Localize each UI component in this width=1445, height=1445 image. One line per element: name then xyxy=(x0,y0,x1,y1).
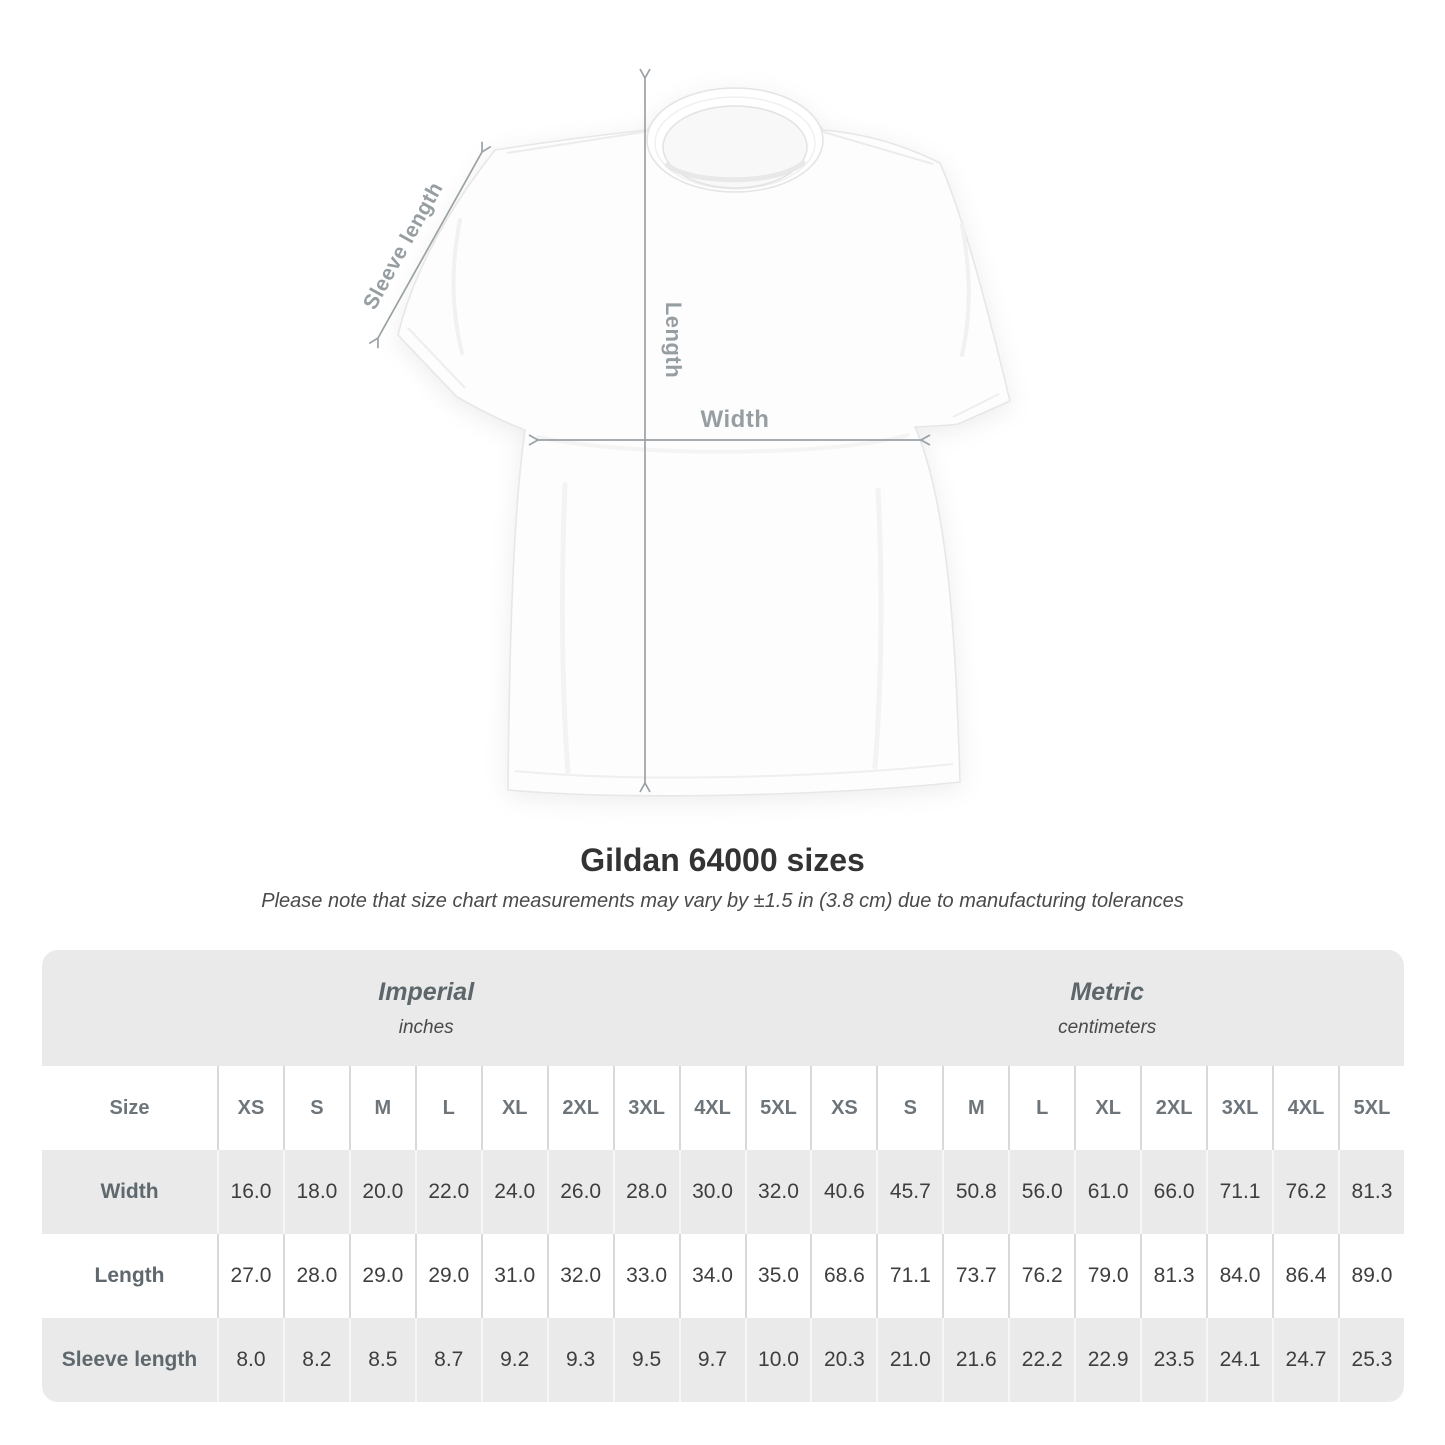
size-header-imperial-s: S xyxy=(282,1066,349,1150)
cell-metric-s-width: 45.7 xyxy=(876,1150,943,1234)
cell-metric-s-sleeve-length: 21.0 xyxy=(876,1318,943,1402)
page-title: Gildan 64000 sizes xyxy=(580,842,865,878)
cell-imperial-5xl-width: 32.0 xyxy=(744,1150,811,1234)
cell-imperial-5xl-length: 35.0 xyxy=(744,1234,811,1318)
size-header-metric-m: M xyxy=(942,1066,1009,1150)
tshirt-collar xyxy=(646,87,824,193)
cell-imperial-xs-sleeve-length: 8.0 xyxy=(217,1318,283,1402)
cell-metric-xl-sleeve-length: 22.9 xyxy=(1074,1318,1141,1402)
cell-metric-m-width: 50.8 xyxy=(942,1150,1009,1234)
cell-metric-xs-width: 40.6 xyxy=(810,1150,877,1234)
size-header-metric-s: S xyxy=(876,1066,943,1150)
tolerance-note: Please note that size chart measurements… xyxy=(261,890,1184,912)
metric-group-unit: centimeters xyxy=(1058,1016,1157,1038)
cell-imperial-3xl-sleeve-length: 9.5 xyxy=(612,1318,679,1402)
cell-metric-3xl-length: 84.0 xyxy=(1206,1234,1272,1318)
cell-imperial-4xl-width: 30.0 xyxy=(678,1150,745,1234)
size-chart-table: Imperial inches Metric centimeters Size … xyxy=(42,950,1404,1402)
cell-metric-xl-width: 61.0 xyxy=(1074,1150,1141,1234)
row-label-width: Width xyxy=(42,1150,217,1234)
cell-imperial-l-length: 29.0 xyxy=(414,1234,481,1318)
cell-imperial-l-width: 22.0 xyxy=(414,1150,481,1234)
cell-metric-m-sleeve-length: 21.6 xyxy=(942,1318,1009,1402)
cell-metric-2xl-length: 81.3 xyxy=(1140,1234,1207,1318)
cell-metric-4xl-length: 86.4 xyxy=(1272,1234,1338,1318)
row-label-sleeve-length: Sleeve length xyxy=(42,1318,217,1402)
tshirt-measurement-diagram: Sleeve length Length Width xyxy=(359,68,1011,797)
cell-imperial-s-length: 28.0 xyxy=(282,1234,349,1318)
size-header-metric-4xl: 4XL xyxy=(1272,1066,1338,1150)
tshirt-image xyxy=(397,87,1011,797)
cell-imperial-m-length: 29.0 xyxy=(348,1234,415,1318)
cell-imperial-2xl-width: 26.0 xyxy=(546,1150,613,1234)
unit-group-header-row: Imperial inches Metric centimeters xyxy=(42,950,1404,1066)
size-header-imperial-xs: XS xyxy=(217,1066,283,1150)
cell-imperial-2xl-sleeve-length: 9.3 xyxy=(546,1318,613,1402)
cell-imperial-l-sleeve-length: 8.7 xyxy=(414,1318,481,1402)
cell-imperial-s-width: 18.0 xyxy=(282,1150,349,1234)
cell-imperial-4xl-sleeve-length: 9.7 xyxy=(678,1318,745,1402)
cell-imperial-xl-length: 31.0 xyxy=(480,1234,547,1318)
size-header-metric-3xl: 3XL xyxy=(1206,1066,1272,1150)
size-header-imperial-3xl: 3XL xyxy=(612,1066,679,1150)
cell-metric-l-sleeve-length: 22.2 xyxy=(1008,1318,1075,1402)
cell-metric-m-length: 73.7 xyxy=(942,1234,1009,1318)
imperial-group-header: Imperial inches xyxy=(42,950,811,1066)
size-header-metric-xs: XS xyxy=(810,1066,877,1150)
cell-imperial-xl-sleeve-length: 9.2 xyxy=(480,1318,547,1402)
cell-imperial-3xl-width: 28.0 xyxy=(612,1150,679,1234)
cell-metric-2xl-width: 66.0 xyxy=(1140,1150,1207,1234)
cell-metric-4xl-width: 76.2 xyxy=(1272,1150,1338,1234)
size-chart-container: Imperial inches Metric centimeters Size … xyxy=(42,950,1404,1402)
cell-imperial-m-sleeve-length: 8.5 xyxy=(348,1318,415,1402)
cell-metric-5xl-sleeve-length: 25.3 xyxy=(1337,1318,1404,1402)
imperial-group-unit: inches xyxy=(398,1016,454,1038)
size-header-metric-5xl: 5XL xyxy=(1337,1066,1404,1150)
metric-group-header: Metric centimeters xyxy=(810,950,1404,1066)
cell-metric-5xl-length: 89.0 xyxy=(1337,1234,1404,1318)
cell-imperial-xs-width: 16.0 xyxy=(217,1150,283,1234)
cell-imperial-xl-width: 24.0 xyxy=(480,1150,547,1234)
size-header-metric-l: L xyxy=(1008,1066,1075,1150)
row-label-length: Length xyxy=(42,1234,217,1318)
cell-metric-l-width: 56.0 xyxy=(1008,1150,1075,1234)
size-column-header: Size xyxy=(42,1066,217,1150)
size-header-imperial-m: M xyxy=(348,1066,415,1150)
cell-metric-s-length: 71.1 xyxy=(876,1234,943,1318)
size-header-imperial-2xl: 2XL xyxy=(546,1066,613,1150)
size-header-imperial-xl: XL xyxy=(480,1066,547,1150)
cell-imperial-xs-length: 27.0 xyxy=(217,1234,283,1318)
cell-metric-xl-length: 79.0 xyxy=(1074,1234,1141,1318)
size-header-imperial-l: L xyxy=(414,1066,481,1150)
cell-metric-xs-sleeve-length: 20.3 xyxy=(810,1318,877,1402)
metric-group-title: Metric xyxy=(1070,977,1145,1006)
imperial-group-title: Imperial xyxy=(378,977,475,1006)
cell-metric-l-length: 76.2 xyxy=(1008,1234,1075,1318)
title-block: Gildan 64000 sizes Please note that size… xyxy=(0,842,1445,913)
table-row-width: Width 16.0 18.0 20.0 22.0 24.0 26.0 28.0 30.0 32.… xyxy=(42,1150,1404,1234)
cell-metric-2xl-sleeve-length: 23.5 xyxy=(1140,1318,1207,1402)
size-header-imperial-5xl: 5XL xyxy=(744,1066,811,1150)
size-header-metric-2xl: 2XL xyxy=(1140,1066,1207,1150)
cell-imperial-s-sleeve-length: 8.2 xyxy=(282,1318,349,1402)
cell-metric-xs-length: 68.6 xyxy=(810,1234,877,1318)
length-label: Length xyxy=(661,302,686,378)
cell-metric-3xl-width: 71.1 xyxy=(1206,1150,1272,1234)
cell-imperial-5xl-sleeve-length: 10.0 xyxy=(744,1318,811,1402)
cell-metric-3xl-sleeve-length: 24.1 xyxy=(1206,1318,1272,1402)
cell-metric-5xl-width: 81.3 xyxy=(1337,1150,1404,1234)
cell-imperial-4xl-length: 34.0 xyxy=(678,1234,745,1318)
table-row-sleeve-length: Sleeve length 8.0 8.2 8.5 8.7 9.2 9.3 9.5 9.7 10.… xyxy=(42,1318,1404,1402)
cell-imperial-3xl-length: 33.0 xyxy=(612,1234,679,1318)
size-header-imperial-4xl: 4XL xyxy=(678,1066,745,1150)
cell-imperial-2xl-length: 32.0 xyxy=(546,1234,613,1318)
width-label: Width xyxy=(701,406,770,433)
cell-metric-4xl-sleeve-length: 24.7 xyxy=(1272,1318,1338,1402)
sleeve-length-arrow xyxy=(368,141,492,349)
cell-imperial-m-width: 20.0 xyxy=(348,1150,415,1234)
size-header-row: Size XS S M L XL 2XL 3XL 4XL 5XL XS S M L XL 2XL 3XL 4XL… xyxy=(42,1066,1404,1150)
table-row-length: Length 27.0 28.0 29.0 29.0 31.0 32.0 33.0 34.0 35… xyxy=(42,1234,1404,1318)
size-header-metric-xl: XL xyxy=(1074,1066,1141,1150)
